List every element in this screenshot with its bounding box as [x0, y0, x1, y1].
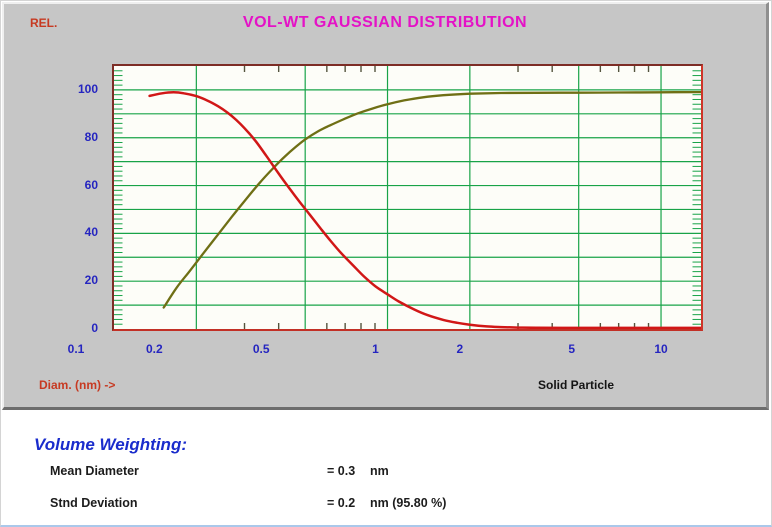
x-tick-label: 5	[568, 342, 576, 356]
results-section-title: Volume Weighting:	[34, 435, 187, 454]
chart-title: VOL-WT GAUSSIAN DISTRIBUTION	[242, 14, 528, 31]
result-unit: nm (95.80 %)	[370, 496, 447, 510]
y-tick-label: 20	[84, 273, 98, 288]
series-caption: Solid Particle	[537, 378, 615, 392]
results-panel: Volume Weighting: Mean Diameter = 0.3 nm…	[2, 410, 771, 525]
cumulative-distribution-curve	[162, 90, 701, 309]
y-tick-label: 60	[84, 177, 98, 192]
y-tick-label: 100	[77, 81, 98, 96]
distribution-plot	[112, 64, 703, 331]
x-tick-label: 1	[372, 342, 379, 356]
y-tick-label: 80	[84, 129, 98, 144]
result-value: = 0.3	[327, 464, 356, 478]
y-tick-label: 0	[91, 321, 98, 335]
y-tick-label: 40	[84, 225, 98, 240]
x-axis-caption: Diam. (nm) ->	[39, 378, 116, 392]
plot-canvas	[114, 66, 701, 329]
result-label: Mean Diameter	[50, 464, 139, 478]
result-row-stnd-deviation: Stnd Deviation = 0.2 nm (95.80 %)	[2, 496, 771, 512]
x-tick-label: 0.2	[145, 342, 163, 356]
result-label: Stnd Deviation	[50, 496, 138, 510]
x-tick-label: 0.1	[67, 342, 85, 356]
volume-weighted-relative-distribution-curve	[148, 91, 701, 329]
x-tick-label: 10	[654, 342, 668, 356]
y-axis-caption: REL.	[30, 16, 58, 30]
x-tick-label: 2	[456, 342, 464, 356]
result-unit: nm	[370, 464, 389, 478]
result-value: = 0.2	[327, 496, 356, 510]
result-row-mean-diameter: Mean Diameter = 0.3 nm	[2, 464, 771, 480]
x-tick-label: 0.5	[252, 342, 270, 356]
